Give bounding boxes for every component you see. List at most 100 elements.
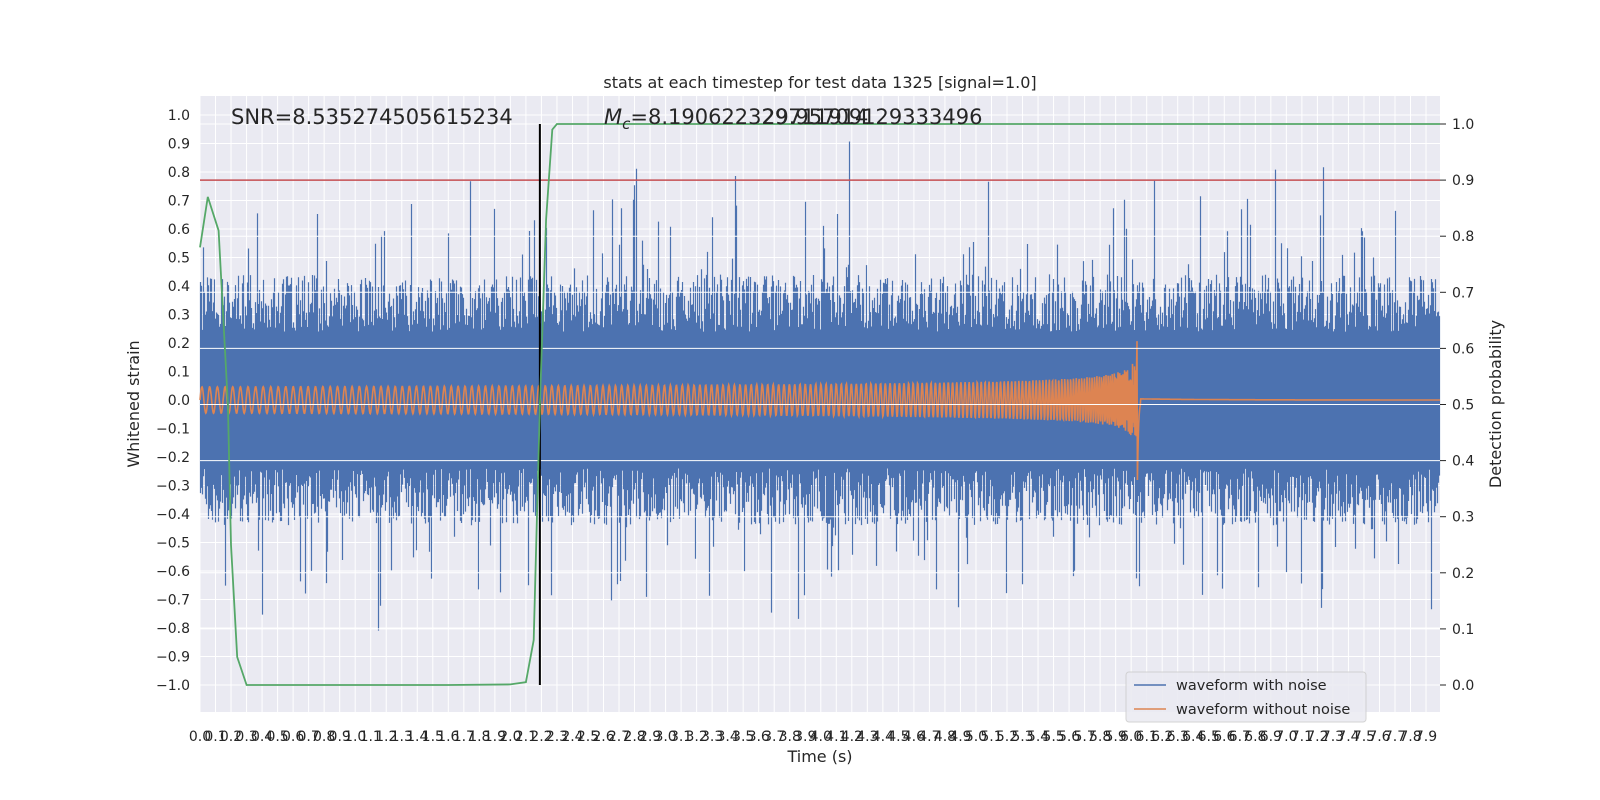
x-tick-label: 2.6: [592, 729, 614, 745]
x-tick-label: 6.4: [1182, 729, 1204, 745]
y2-tick-label: 0.8: [1452, 229, 1474, 245]
y-tick-label: 0.4: [168, 279, 190, 295]
x-tick-label: 7.8: [1399, 729, 1421, 745]
x-tick-label: 4.4: [872, 729, 894, 745]
x-tick-label: 3.9: [794, 729, 816, 745]
legend-box: [1125, 671, 1367, 723]
y-tick-label: 0.0: [168, 393, 190, 409]
x-tick-label: 2.9: [639, 729, 661, 745]
chirp-mass-subscript: c: [622, 115, 631, 133]
x-tick-label: 0.8: [313, 729, 335, 745]
y-tick-label: −0.3: [156, 479, 190, 495]
x-tick-label: 2.2: [530, 729, 552, 745]
y-tick-label: −0.5: [156, 536, 190, 552]
x-tick-label: 3.4: [717, 729, 739, 745]
x-tick-label: 0.2: [220, 729, 242, 745]
x-tick-label: 6.7: [1229, 729, 1251, 745]
x-tick-label: 6.6: [1213, 729, 1235, 745]
x-tick-label: 1.9: [484, 729, 506, 745]
y2-tick-label: 0.4: [1452, 454, 1474, 470]
chart-title: stats at each timestep for test data 132…: [603, 73, 1036, 92]
x-tick-label: 4.2: [841, 729, 863, 745]
y-tick-label: 0.6: [168, 222, 190, 238]
legend: waveform with noise waveform without noi…: [1125, 671, 1367, 723]
y2-tick-label: 0.7: [1452, 285, 1474, 301]
legend-label-clean: waveform without noise: [1176, 702, 1350, 718]
y-tick-label: 0.3: [168, 308, 190, 324]
y-axis-ticks: −1.0 −0.9 −0.8 −0.7 −0.6 −0.5 −0.4 −0.3 −0.2 −0.1…: [156, 108, 190, 694]
x-tick-label: 0.1: [204, 729, 226, 745]
x-tick-label: 7.2: [1306, 729, 1328, 745]
y-tick-label: 0.1: [168, 365, 190, 381]
y-tick-label: −0.8: [156, 621, 190, 637]
y-tick-label: 0.2: [168, 336, 190, 352]
x-tick-label: 7.5: [1353, 729, 1375, 745]
chirp-mass-annotation: Mc=8.190622329711914: [604, 105, 868, 133]
x-tick-label: 4.7: [918, 729, 940, 745]
detection-probability-line: [199, 123, 1440, 686]
x-tick-label: 4.5: [887, 729, 909, 745]
x-tick-label: 7.7: [1384, 729, 1406, 745]
y2-tick-label: 0.3: [1452, 510, 1474, 526]
x-axis-label: Time (s): [786, 747, 852, 766]
y-tick-label: 1.0: [168, 108, 190, 124]
x-tick-label: 7.9: [1415, 729, 1437, 745]
x-tick-label: 2.5: [577, 729, 599, 745]
x-tick-label: 1.2: [375, 729, 397, 745]
x-tick-label: 5.9: [1105, 729, 1127, 745]
overlapping-annotation: 29.95709129333496: [762, 105, 982, 129]
y-tick-label: −1.0: [156, 678, 190, 694]
y2-tick-label: 0.5: [1452, 398, 1474, 414]
x-tick-label: 5.6: [1058, 729, 1080, 745]
x-tick-label: 3.8: [779, 729, 801, 745]
x-tick-label: 6.9: [1260, 729, 1282, 745]
x-tick-label: 0.5: [266, 729, 288, 745]
x-tick-label: 6.8: [1244, 729, 1266, 745]
x-tick-label: 1.7: [453, 729, 475, 745]
snr-annotation: SNR=8.535274505615234: [231, 105, 513, 129]
y-tick-label: 0.5: [168, 251, 190, 267]
x-tick-label: 5.3: [1011, 729, 1033, 745]
y2-tick-label: 1.0: [1452, 117, 1474, 133]
y-tick-label: −0.9: [156, 650, 190, 666]
x-tick-label: 1.8: [468, 729, 490, 745]
detection-probability: [199, 123, 1440, 686]
x-tick-label: 4.1: [825, 729, 847, 745]
x-tick-label: 3.2: [685, 729, 707, 745]
x-tick-label: 4.0: [810, 729, 832, 745]
x-tick-label: 1.6: [437, 729, 459, 745]
x-tick-label: 3.1: [670, 729, 692, 745]
x-tick-label: 2.4: [561, 729, 583, 745]
x-tick-label: 2.7: [608, 729, 630, 745]
y-tick-label: −0.7: [156, 593, 190, 609]
x-tick-label: 3.5: [732, 729, 754, 745]
y2-tick-label: 0.2: [1452, 566, 1474, 582]
x-tick-label: 6.3: [1167, 729, 1189, 745]
x-tick-label: 1.5: [422, 729, 444, 745]
x-tick-label: 6.2: [1151, 729, 1173, 745]
x-tick-label: 5.4: [1027, 729, 1049, 745]
x-tick-label: 7.4: [1337, 729, 1359, 745]
x-tick-label: 1.0: [344, 729, 366, 745]
x-tick-label: 2.8: [623, 729, 645, 745]
x-tick-label: 4.3: [856, 729, 878, 745]
y2-axis-ticks: 0.0 0.1 0.2 0.3 0.4 0.5 0.6 0.7 0.8 0.9 1.0: [1440, 117, 1474, 694]
x-axis-ticks: 0.00.10.20.30.40.50.60.70.80.91.01.11.21…: [189, 729, 1437, 745]
legend-label-noisy: waveform with noise: [1176, 678, 1327, 694]
x-tick-label: 0.9: [329, 729, 351, 745]
y-axis-label: Whitened strain: [124, 340, 143, 467]
x-tick-label: 5.7: [1073, 729, 1095, 745]
x-tick-label: 5.8: [1089, 729, 1111, 745]
x-tick-label: 7.0: [1275, 729, 1297, 745]
y2-tick-label: 0.6: [1452, 341, 1474, 357]
x-tick-label: 5.2: [996, 729, 1018, 745]
x-tick-label: 0.6: [282, 729, 304, 745]
y2-axis-label: Detection probability: [1486, 320, 1505, 488]
x-tick-label: 4.9: [949, 729, 971, 745]
y2-tick-label: 0.9: [1452, 173, 1474, 189]
x-tick-label: 2.3: [546, 729, 568, 745]
x-tick-label: 5.0: [965, 729, 987, 745]
x-tick-label: 0.0: [189, 729, 211, 745]
y-tick-label: 0.8: [168, 165, 190, 181]
